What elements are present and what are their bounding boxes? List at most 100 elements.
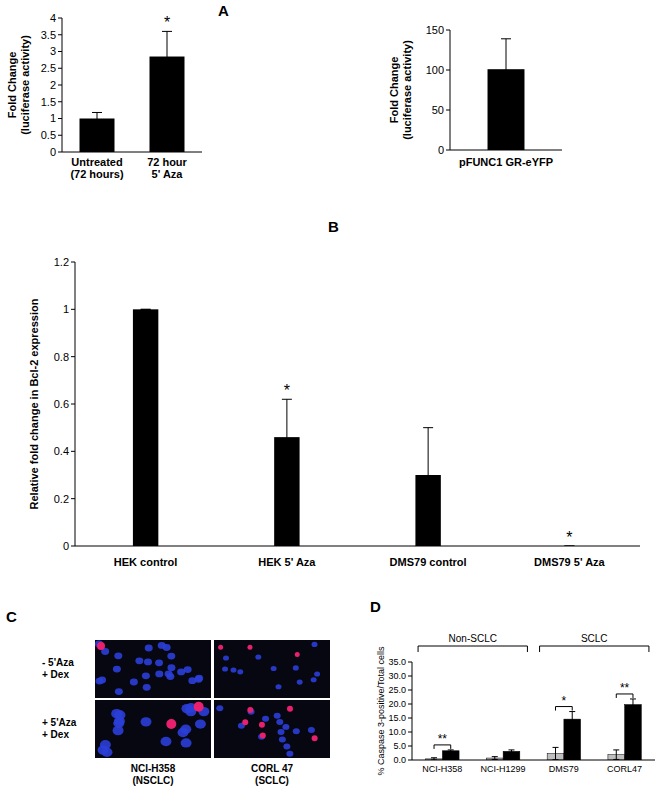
y-tick [408, 676, 412, 677]
nucleus [145, 645, 153, 652]
y-tick [446, 30, 450, 31]
y-tick [446, 150, 450, 151]
y-tick [408, 718, 412, 719]
y-tick [58, 118, 62, 119]
caspase-cell [194, 702, 204, 712]
y-tick [71, 262, 75, 263]
nucleus [216, 705, 223, 711]
y-axis-label: Relative fold change in Bcl-2 expression [28, 298, 40, 509]
column-label: NCI-H358(NSCLC) [131, 763, 176, 786]
nucleus [181, 738, 192, 747]
nucleus [237, 669, 243, 674]
y-tick-label: 1.5 [41, 96, 56, 108]
y-tick-label: 5.0 [393, 741, 406, 751]
micrograph-bg [95, 700, 211, 758]
error-bar [553, 747, 559, 759]
y-tick-label: 1 [50, 112, 56, 124]
y-tick-label: 1.2 [54, 256, 69, 268]
micrograph-bg [214, 640, 330, 698]
error-bar [501, 39, 511, 100]
text-line: Fold Change [6, 52, 18, 119]
y-tick-label: 50 [432, 104, 444, 116]
y-tick [58, 68, 62, 69]
y-tick-label: 0.0 [393, 755, 406, 765]
nucleus [311, 677, 317, 682]
nucleus [293, 728, 300, 734]
y-tick-label: 4 [50, 12, 56, 24]
error-bar [492, 757, 498, 760]
text-line: Untreated [71, 156, 122, 168]
text-line: HEK 5' Aza [258, 556, 316, 568]
row-label: + 5'Aza+ Dex [42, 717, 77, 740]
micrograph [214, 640, 330, 698]
y-tick [408, 690, 412, 691]
y-tick [58, 51, 62, 52]
y-tick [71, 546, 75, 547]
text-line: NCI-H1299 [481, 764, 526, 774]
text-line: (SCLC) [255, 775, 289, 786]
y-axis [450, 30, 451, 150]
chart: 00.511.522.533.54Fold Change(luciferase … [6, 12, 203, 180]
y-tick-label: 35.0 [388, 657, 406, 667]
error-bar [630, 699, 636, 710]
x-axis [62, 152, 202, 153]
nucleus [222, 667, 228, 672]
y-tick-label: 25.0 [388, 685, 406, 695]
y-tick [408, 704, 412, 705]
nucleus [141, 717, 152, 726]
text-line: DMS79 [549, 764, 579, 774]
nucleus [195, 719, 206, 728]
y-tick [71, 404, 75, 405]
error-bar [448, 750, 454, 752]
y-tick-label: 0 [50, 146, 56, 158]
text-line: NCI-H358 [131, 763, 176, 774]
nucleus [114, 710, 125, 719]
y-tick-label: 0.2 [54, 493, 69, 505]
caspase-cell [259, 722, 265, 728]
background [0, 0, 662, 804]
y-tick-label: 15.0 [388, 713, 406, 723]
error-bar [282, 399, 292, 475]
nucleus [181, 704, 192, 713]
micrograph-bg [214, 700, 330, 758]
x-axis [412, 760, 655, 761]
text-line: - 5'Aza [42, 657, 74, 668]
bar [625, 705, 642, 760]
y-tick-label: 2.5 [41, 62, 56, 74]
micrograph [214, 700, 330, 758]
y-tick-label: 10.0 [388, 727, 406, 737]
nucleus [271, 666, 277, 671]
y-tick [58, 152, 62, 153]
category-label: Untreated(72 hours) [70, 156, 124, 180]
error-bar [613, 750, 619, 760]
marks [426, 699, 642, 760]
nucleus [114, 652, 122, 659]
nucleus [276, 719, 283, 725]
y-tick [71, 451, 75, 452]
caspase-cell [97, 642, 105, 650]
figure: ABCD00.511.522.533.54Fold Change(lucifer… [0, 0, 662, 804]
y-tick-label: 0.4 [54, 445, 69, 457]
column-label: CORL 47(SCLC) [251, 763, 293, 786]
micrograph [95, 700, 211, 758]
text-line: pFUNC1 GR-eYFP [459, 156, 553, 168]
y-tick [408, 760, 412, 761]
nucleus [144, 659, 152, 666]
y-tick [58, 18, 62, 19]
nucleus [314, 671, 320, 676]
text-line: Fold Change [388, 57, 400, 124]
y-tick [58, 34, 62, 35]
text-line: + 5'Aza [42, 717, 77, 728]
y-tick-label: 30.0 [388, 671, 406, 681]
y-tick [71, 309, 75, 310]
panel-label: A [218, 2, 229, 19]
y-tick [58, 135, 62, 136]
nucleus [155, 671, 163, 678]
nucleus [312, 642, 318, 647]
chart: 00.20.40.60.811.2Relative fold change in… [28, 256, 640, 568]
caspase-cell [166, 719, 176, 729]
nucleus [297, 680, 303, 685]
y-tick [71, 356, 75, 357]
nucleus [277, 729, 284, 735]
error-bar [423, 428, 433, 523]
